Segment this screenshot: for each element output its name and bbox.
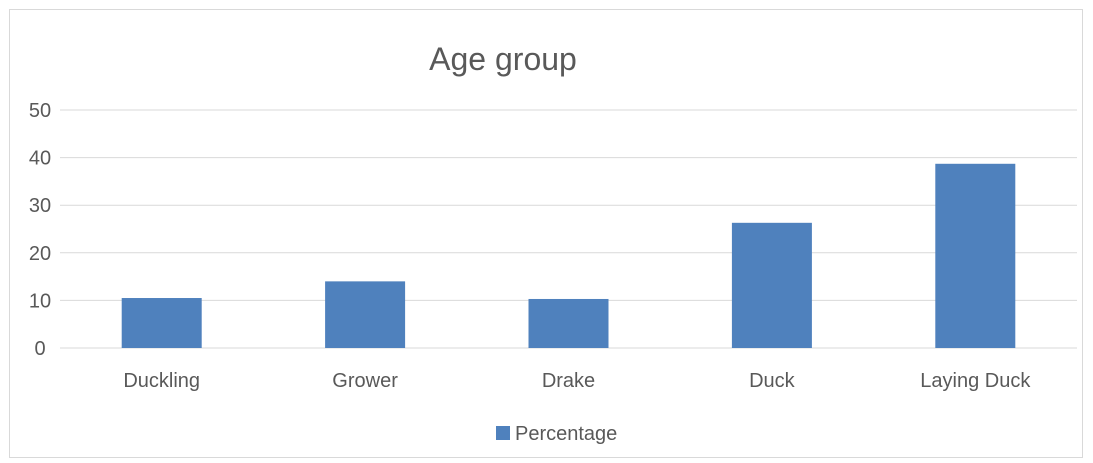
x-tick-label: Duck [749,370,796,392]
legend-label: Percentage [515,423,617,445]
x-tick-label: Duckling [123,370,200,392]
x-tick-label: Laying Duck [920,370,1031,392]
y-tick-label: 0 [34,338,45,360]
x-tick-label: Grower [332,370,398,392]
legend: Percentage [496,423,617,445]
bar-drake [528,298,609,348]
bar-grower [325,281,406,348]
chart-title: Age group [429,41,577,77]
chart-frame [9,9,1083,458]
y-tick-label: 10 [29,290,51,312]
bar-laying-duck [935,163,1016,348]
bar-duckling [121,298,202,348]
y-tick-label: 40 [29,148,51,170]
y-tick-label: 50 [29,100,51,122]
x-tick-label: Drake [542,370,595,392]
bar-duck [731,222,812,348]
legend-swatch [496,426,510,440]
y-tick-label: 20 [29,243,51,265]
y-tick-label: 30 [29,195,51,217]
